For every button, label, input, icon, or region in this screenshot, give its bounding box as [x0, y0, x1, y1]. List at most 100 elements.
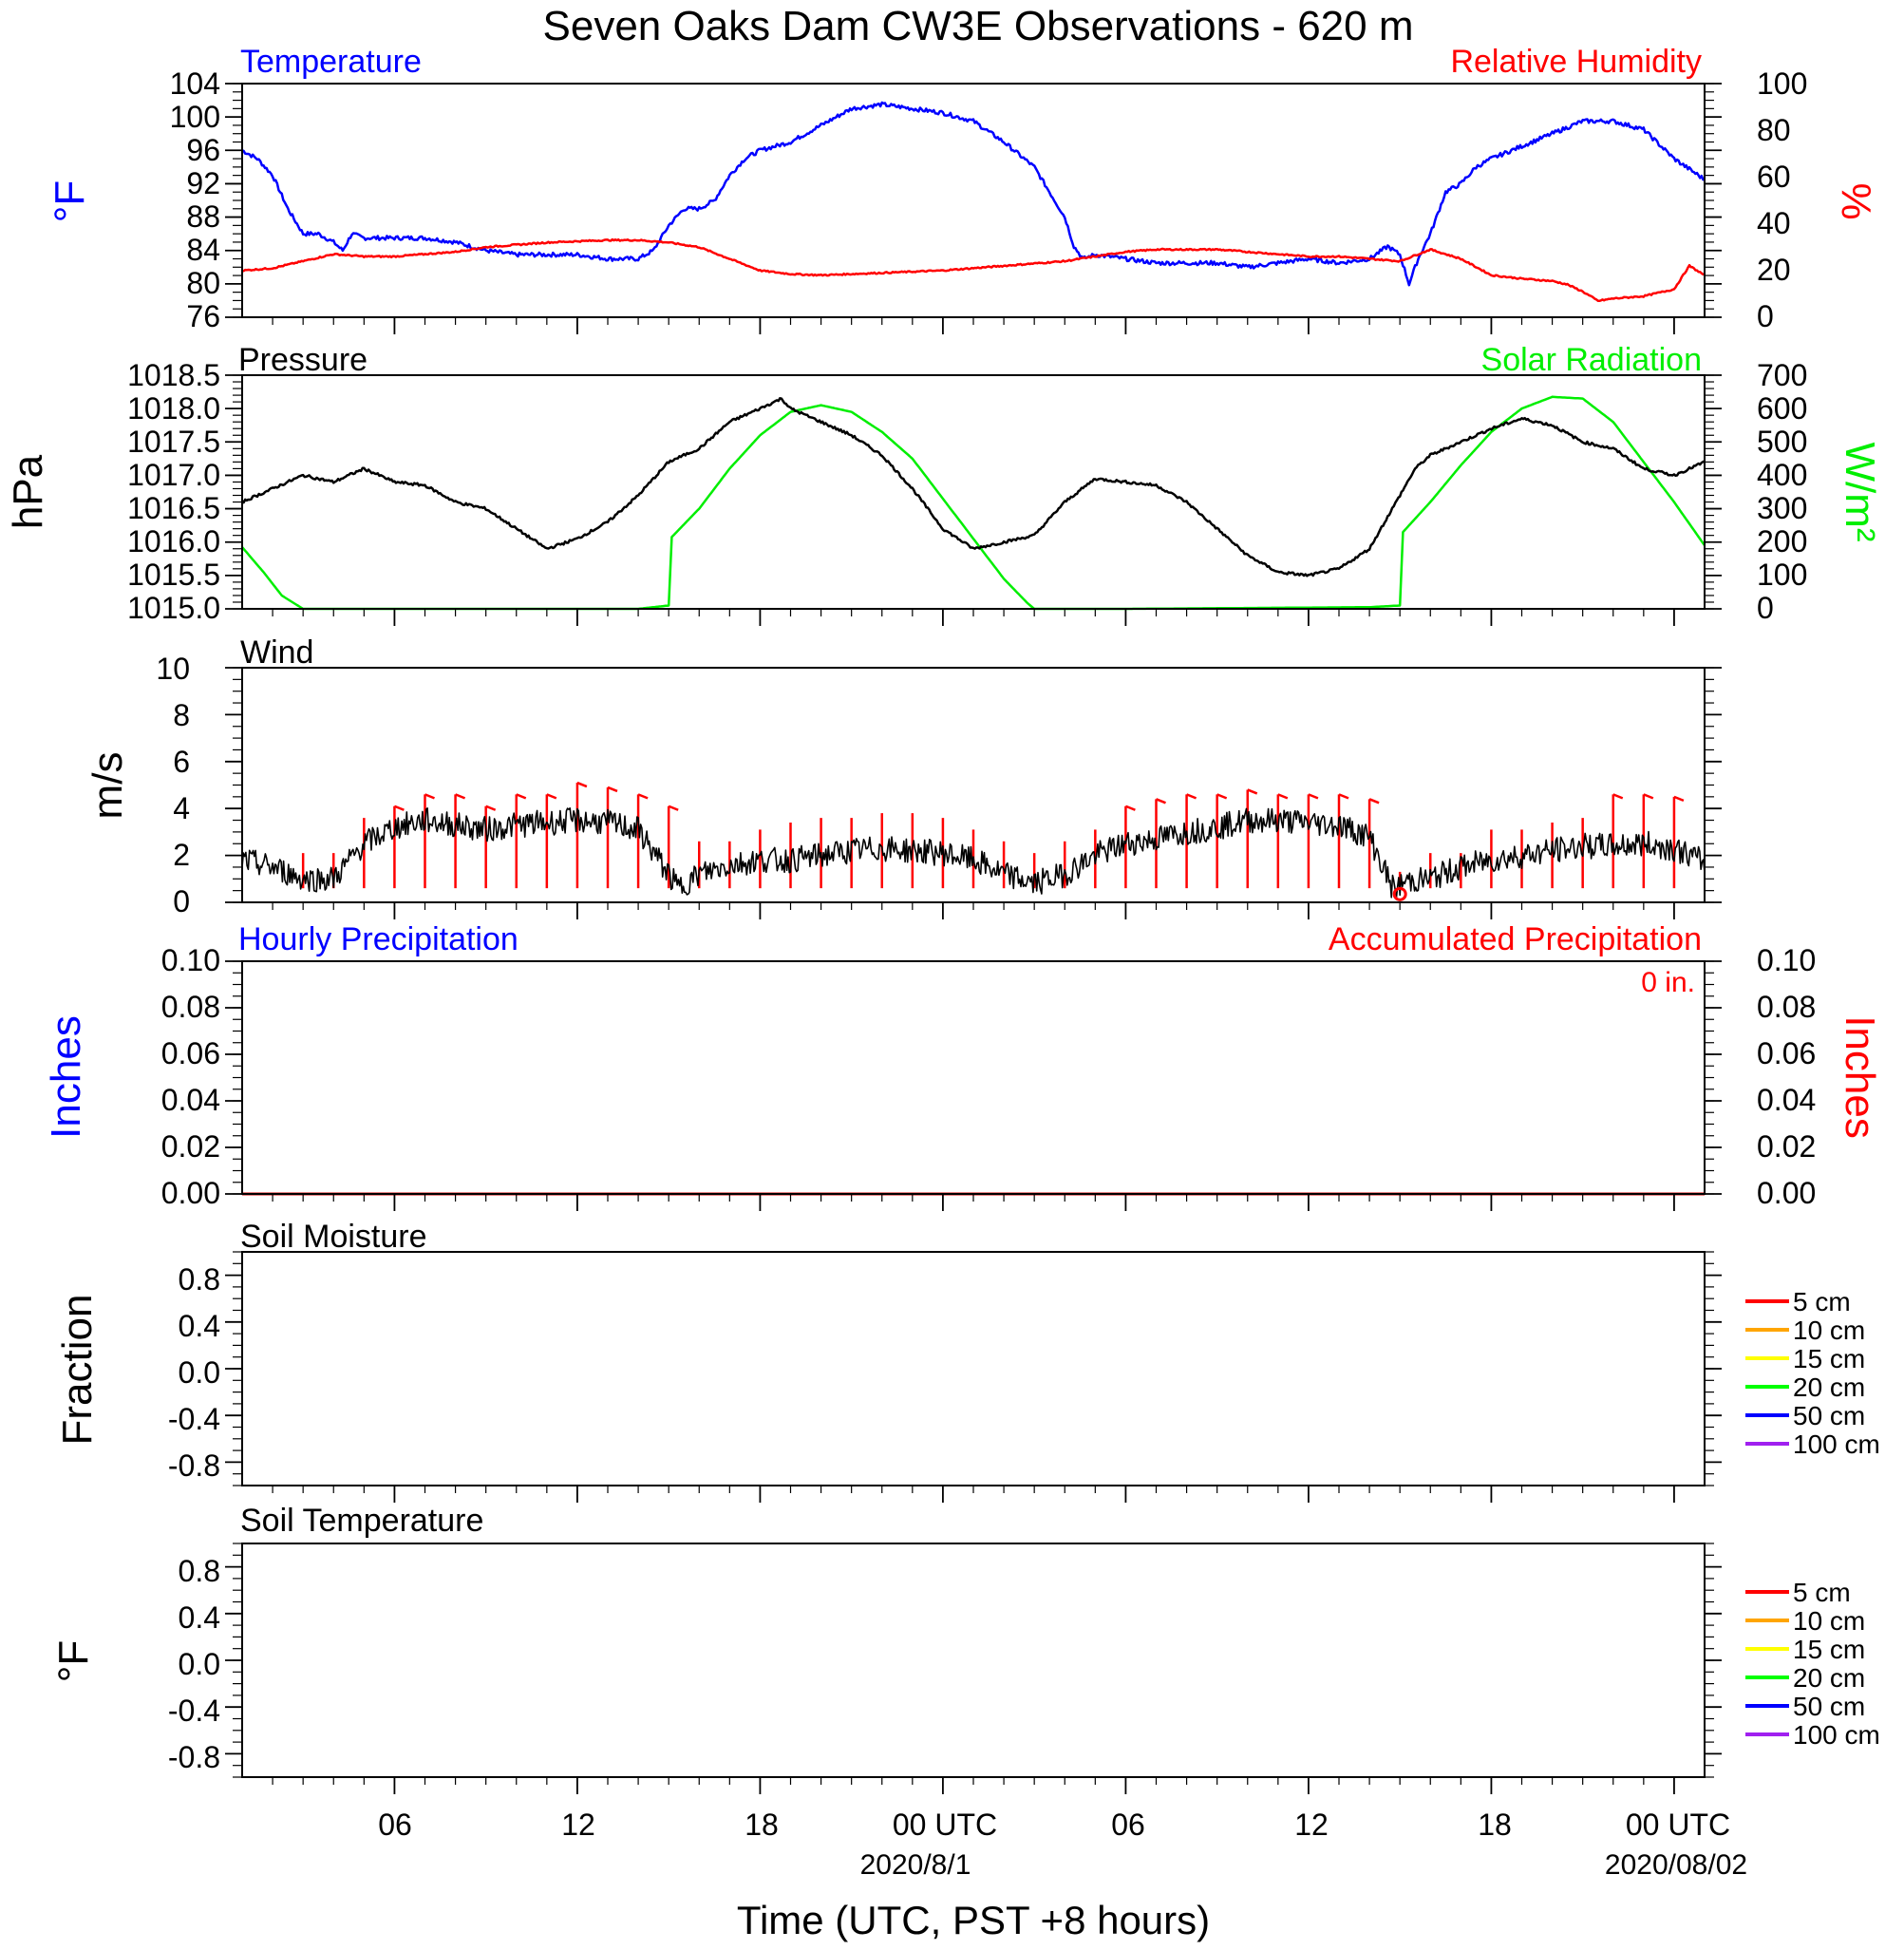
temperature-series-line — [241, 101, 1705, 287]
legend-label-10cm: 10 cm — [1793, 1606, 1865, 1636]
pressure-tick-label: 1016.5 — [127, 491, 220, 525]
wind-barb-flag — [1612, 793, 1624, 800]
time-axis-label: Time (UTC, PST +8 hours) — [737, 1898, 1210, 1942]
soil-temp-tick-label: 0.8 — [179, 1554, 220, 1588]
solar-tick-label: 600 — [1757, 391, 1807, 426]
pressure-tick-label: 1018.0 — [127, 391, 220, 426]
temperature-unit-label: °F — [47, 180, 93, 222]
solar-title: Solar Radiation — [1481, 342, 1702, 378]
time-tick-label: 00 UTC — [1626, 1808, 1730, 1842]
accum-precip-axis-ticks: 0.10 0.08 0.06 0.04 0.02 0.00 — [1757, 943, 1816, 1210]
accum-precip-unit-label: Inches — [1837, 1015, 1883, 1139]
wind-tick-label: 6 — [173, 745, 190, 779]
legend-label-15cm: 15 cm — [1793, 1344, 1865, 1373]
humidity-axis-ticks: 100 80 60 40 20 0 — [1757, 66, 1807, 333]
panel-frames — [225, 83, 1722, 1794]
soil-temp-tick-label: -0.8 — [168, 1740, 220, 1774]
soil-moisture-tick-label: 0.4 — [179, 1309, 220, 1343]
wind-barb-flag — [455, 793, 466, 800]
wind-tick-label: 4 — [173, 791, 190, 825]
solar-tick-label: 400 — [1757, 458, 1807, 492]
precip-tick-label: 0.10 — [161, 943, 220, 977]
wind-barb-flag — [516, 793, 527, 800]
panel-temp-rh: Temperature Relative Humidity °F % 104 1… — [47, 44, 1879, 333]
precip-tick-label: 0.04 — [161, 1083, 220, 1117]
hourly-precip-title: Hourly Precipitation — [238, 921, 518, 957]
pressure-axis-ticks: 1018.5 1018.0 1017.5 1017.0 1016.5 1016.… — [127, 358, 220, 625]
rh-tick-label: 60 — [1757, 160, 1791, 194]
time-tick-label: 12 — [561, 1808, 595, 1842]
soil-temperature-unit-label: °F — [50, 1640, 97, 1682]
wind-barb-flag — [1186, 793, 1197, 800]
panel-soil-moisture: Soil Moisture Fraction 0.8 0.4 0.0 -0.4 … — [54, 1219, 1880, 1483]
wind-axis-ticks: 10 8 6 4 2 0 — [156, 652, 190, 918]
temp-tick-label: 76 — [186, 299, 220, 333]
accum-tick-label: 0.04 — [1757, 1083, 1816, 1117]
wind-barb-flag — [1124, 805, 1136, 811]
soil-moisture-axis-ticks: 0.8 0.4 0.0 -0.4 -0.8 — [168, 1262, 220, 1483]
temp-tick-label: 80 — [186, 266, 220, 300]
wind-barb-flag — [1247, 788, 1258, 795]
legend-label-10cm: 10 cm — [1793, 1316, 1865, 1345]
rh-tick-label: 100 — [1757, 66, 1807, 101]
soil-temp-tick-label: -0.4 — [168, 1694, 220, 1728]
pressure-tick-label: 1017.5 — [127, 425, 220, 459]
time-tick-label: 18 — [745, 1808, 779, 1842]
wind-barb-flag — [576, 781, 588, 788]
accum-tick-label: 0.02 — [1757, 1129, 1816, 1164]
wind-barb-flag — [1368, 798, 1380, 805]
soil-moisture-tick-label: 0.8 — [179, 1262, 220, 1297]
temperature-title: Temperature — [240, 44, 422, 80]
wind-barb-flag — [485, 805, 497, 811]
precip-tick-label: 0.02 — [161, 1129, 220, 1164]
panel-soil-temperature: Soil Temperature °F 0.8 0.4 0.0 -0.4 -0.… — [50, 1503, 1880, 1774]
legend-label-15cm: 15 cm — [1793, 1635, 1865, 1664]
legend-label-100cm: 100 cm — [1793, 1720, 1880, 1750]
wind-barb-flag — [668, 805, 679, 811]
soil-moisture-tick-label: -0.8 — [168, 1448, 220, 1483]
time-tick-label: 06 — [378, 1808, 412, 1842]
wind-tick-label: 8 — [173, 698, 190, 732]
pressure-unit-label: hPa — [5, 454, 51, 529]
soil-moisture-unit-label: Fraction — [54, 1295, 101, 1446]
legend-label-50cm: 50 cm — [1793, 1401, 1865, 1430]
legend-label-100cm: 100 cm — [1793, 1429, 1880, 1459]
accum-tick-label: 0.06 — [1757, 1036, 1816, 1070]
wind-barb-flag — [1673, 795, 1685, 803]
wind-barb-flag — [393, 805, 405, 811]
rh-tick-label: 20 — [1757, 253, 1791, 287]
wind-barb-flag — [637, 793, 649, 800]
time-tick-label: 12 — [1294, 1808, 1329, 1842]
soil-temperature-axis-ticks: 0.8 0.4 0.0 -0.4 -0.8 — [168, 1554, 220, 1774]
wind-barb-flag — [424, 793, 435, 800]
pressure-tick-label: 1017.0 — [127, 458, 220, 492]
wind-barb-flag — [607, 786, 618, 793]
pressure-tick-label: 1015.5 — [127, 558, 220, 592]
panel-wind: Wind m/s 10 8 6 4 2 0 — [85, 634, 1706, 918]
humidity-unit-label: % — [1833, 182, 1879, 219]
panel-precipitation: Hourly Precipitation Accumulated Precipi… — [43, 921, 1883, 1210]
soil-moisture-tick-label: -0.4 — [168, 1402, 220, 1436]
solar-tick-label: 100 — [1757, 558, 1807, 592]
soil-temperature-legend: 5 cm 10 cm 15 cm 20 cm 50 cm 100 cm — [1745, 1578, 1880, 1750]
temp-tick-label: 104 — [170, 66, 220, 101]
precip-tick-label: 0.00 — [161, 1176, 220, 1210]
time-tick-label: 06 — [1111, 1808, 1145, 1842]
panel-pressure-solar: Pressure Solar Radiation hPa W/m² 1018.5… — [5, 342, 1883, 625]
wind-tick-label: 10 — [156, 652, 190, 686]
solar-tick-label: 300 — [1757, 491, 1807, 525]
legend-label-50cm: 50 cm — [1793, 1692, 1865, 1721]
time-tick-label: 18 — [1478, 1808, 1512, 1842]
time-tick-label: 00 UTC — [893, 1808, 997, 1842]
accum-precip-total: 0 in. — [1641, 967, 1695, 998]
wind-barb-flag — [1308, 793, 1319, 800]
solar-tick-label: 500 — [1757, 425, 1807, 459]
temp-tick-label: 92 — [186, 166, 220, 200]
wind-barb-flag — [1643, 793, 1654, 800]
temp-tick-label: 96 — [186, 133, 220, 167]
humidity-series-line — [241, 237, 1706, 303]
pressure-tick-label: 1016.0 — [127, 524, 220, 558]
figure-title: Seven Oaks Dam CW3E Observations - 620 m — [543, 3, 1414, 49]
